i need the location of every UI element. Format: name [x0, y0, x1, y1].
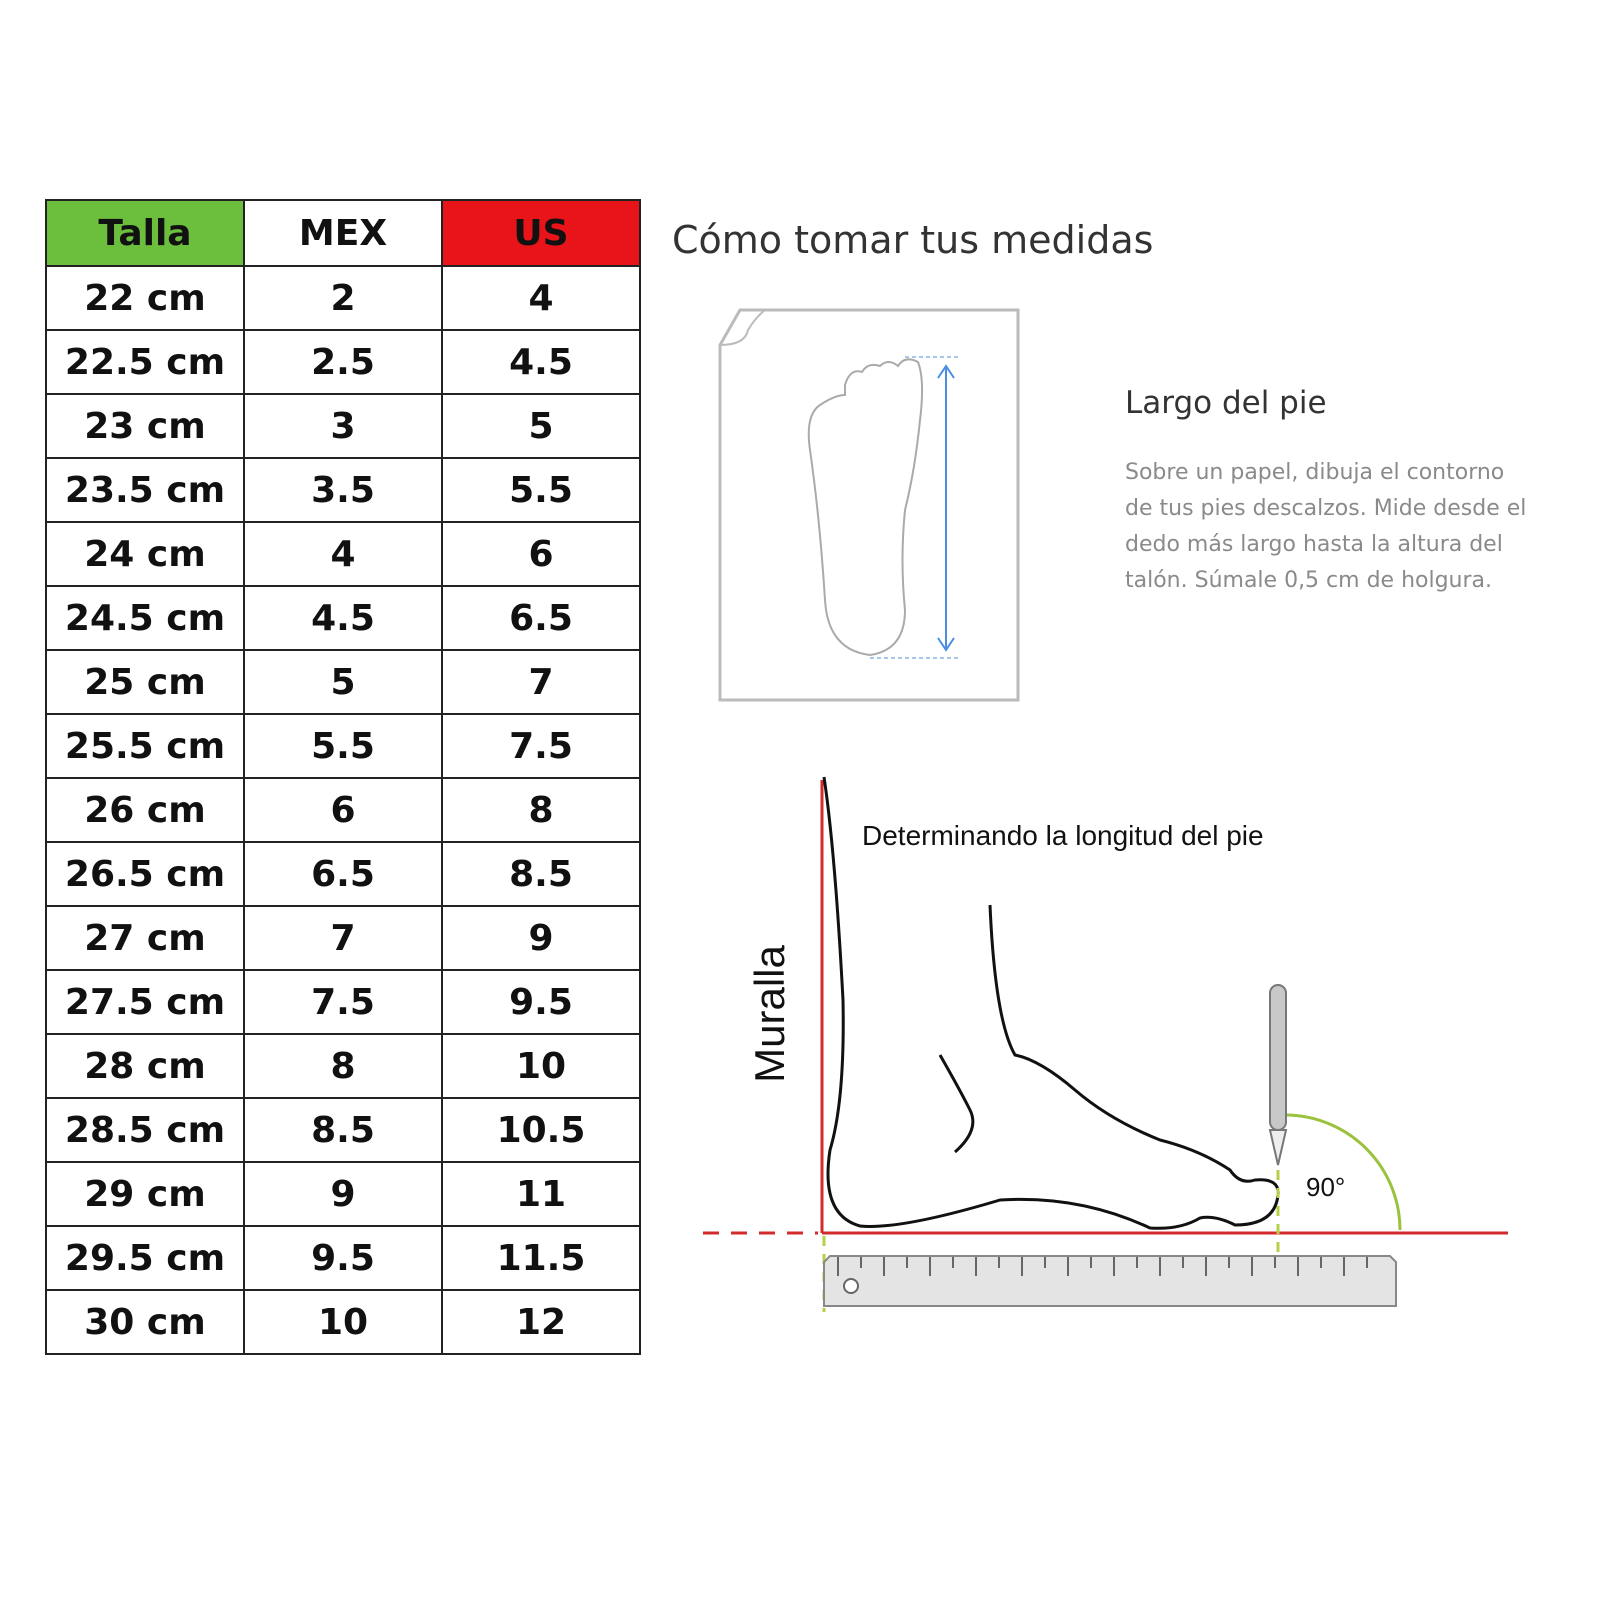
- cell-talla: 30 cm: [45, 1289, 245, 1355]
- cell-us: 11: [441, 1161, 641, 1227]
- guide-subtitle: Largo del pie: [1125, 385, 1327, 421]
- size-chart-table: Talla MEX US 22 cm 2 4 22.5 cm 2.5 4.5 23 cm 3 5…: [45, 199, 641, 1355]
- header-talla: Talla: [45, 199, 245, 267]
- cell-us: 10.5: [441, 1097, 641, 1163]
- cell-talla: 22.5 cm: [45, 329, 245, 395]
- ruler-icon: [823, 1255, 1397, 1307]
- cell-us: 7.5: [441, 713, 641, 779]
- cell-talla: 29 cm: [45, 1161, 245, 1227]
- cell-talla: 24.5 cm: [45, 585, 245, 651]
- cell-mex: 2.5: [243, 329, 443, 395]
- cell-us: 12: [441, 1289, 641, 1355]
- cell-talla: 22 cm: [45, 265, 245, 331]
- cell-us: 5.5: [441, 457, 641, 523]
- cell-us: 9: [441, 905, 641, 971]
- cell-mex: 8: [243, 1033, 443, 1099]
- wall-label: Muralla: [746, 945, 793, 1083]
- table-row: 28.5 cm 8.5 10.5: [45, 1097, 641, 1163]
- angle-label: 90°: [1306, 1172, 1346, 1202]
- table-row: 30 cm 10 12: [45, 1289, 641, 1355]
- cell-talla: 28.5 cm: [45, 1097, 245, 1163]
- table-row: 24 cm 4 6: [45, 521, 641, 587]
- cell-us: 6: [441, 521, 641, 587]
- table-row: 24.5 cm 4.5 6.5: [45, 585, 641, 651]
- cell-mex: 8.5: [243, 1097, 443, 1163]
- table-row: 26 cm 6 8: [45, 777, 641, 843]
- cell-us: 6.5: [441, 585, 641, 651]
- table-row: 28 cm 8 10: [45, 1033, 641, 1099]
- cell-mex: 7: [243, 905, 443, 971]
- guide-instructions: Sobre un papel, dibuja el contorno de tu…: [1125, 460, 1527, 593]
- cell-mex: 2: [243, 265, 443, 331]
- table-row: 25.5 cm 5.5 7.5: [45, 713, 641, 779]
- cell-talla: 26.5 cm: [45, 841, 245, 907]
- cell-mex: 6: [243, 777, 443, 843]
- table-row: 23.5 cm 3.5 5.5: [45, 457, 641, 523]
- cell-mex: 5.5: [243, 713, 443, 779]
- cell-mex: 4.5: [243, 585, 443, 651]
- pencil-icon: [1269, 984, 1287, 1131]
- foot-side-measurement-diagram: [703, 776, 1508, 1312]
- guide-title: Cómo tomar tus medidas: [672, 218, 1154, 262]
- cell-talla: 27.5 cm: [45, 969, 245, 1035]
- cell-talla: 28 cm: [45, 1033, 245, 1099]
- cell-mex: 6.5: [243, 841, 443, 907]
- header-us: US: [441, 199, 641, 267]
- cell-talla: 27 cm: [45, 905, 245, 971]
- cell-us: 11.5: [441, 1225, 641, 1291]
- table-row: 22 cm 2 4: [45, 265, 641, 331]
- table-row: 23 cm 3 5: [45, 393, 641, 459]
- cell-talla: 23.5 cm: [45, 457, 245, 523]
- cell-us: 10: [441, 1033, 641, 1099]
- cell-mex: 4: [243, 521, 443, 587]
- cell-mex: 9: [243, 1161, 443, 1227]
- cell-us: 4: [441, 265, 641, 331]
- table-row: 29 cm 9 11: [45, 1161, 641, 1227]
- cell-mex: 5: [243, 649, 443, 715]
- cell-talla: 23 cm: [45, 393, 245, 459]
- table-row: 29.5 cm 9.5 11.5: [45, 1225, 641, 1291]
- table-header-row: Talla MEX US: [45, 199, 641, 267]
- cell-us: 8.5: [441, 841, 641, 907]
- cell-us: 8: [441, 777, 641, 843]
- cell-talla: 29.5 cm: [45, 1225, 245, 1291]
- diagram-caption: Determinando la longitud del pie: [862, 820, 1264, 851]
- cell-mex: 9.5: [243, 1225, 443, 1291]
- table-row: 26.5 cm 6.5 8.5: [45, 841, 641, 907]
- cell-us: 7: [441, 649, 641, 715]
- cell-talla: 25 cm: [45, 649, 245, 715]
- cell-us: 4.5: [441, 329, 641, 395]
- cell-talla: 24 cm: [45, 521, 245, 587]
- cell-mex: 10: [243, 1289, 443, 1355]
- header-mex: MEX: [243, 199, 443, 267]
- table-row: 27.5 cm 7.5 9.5: [45, 969, 641, 1035]
- cell-us: 5: [441, 393, 641, 459]
- cell-talla: 25.5 cm: [45, 713, 245, 779]
- cell-talla: 26 cm: [45, 777, 245, 843]
- table-row: 22.5 cm 2.5 4.5: [45, 329, 641, 395]
- table-row: 25 cm 5 7: [45, 649, 641, 715]
- table-row: 27 cm 7 9: [45, 905, 641, 971]
- cell-mex: 7.5: [243, 969, 443, 1035]
- paper-foot-outline-illustration: [718, 308, 1020, 702]
- cell-us: 9.5: [441, 969, 641, 1035]
- cell-mex: 3.5: [243, 457, 443, 523]
- cell-mex: 3: [243, 393, 443, 459]
